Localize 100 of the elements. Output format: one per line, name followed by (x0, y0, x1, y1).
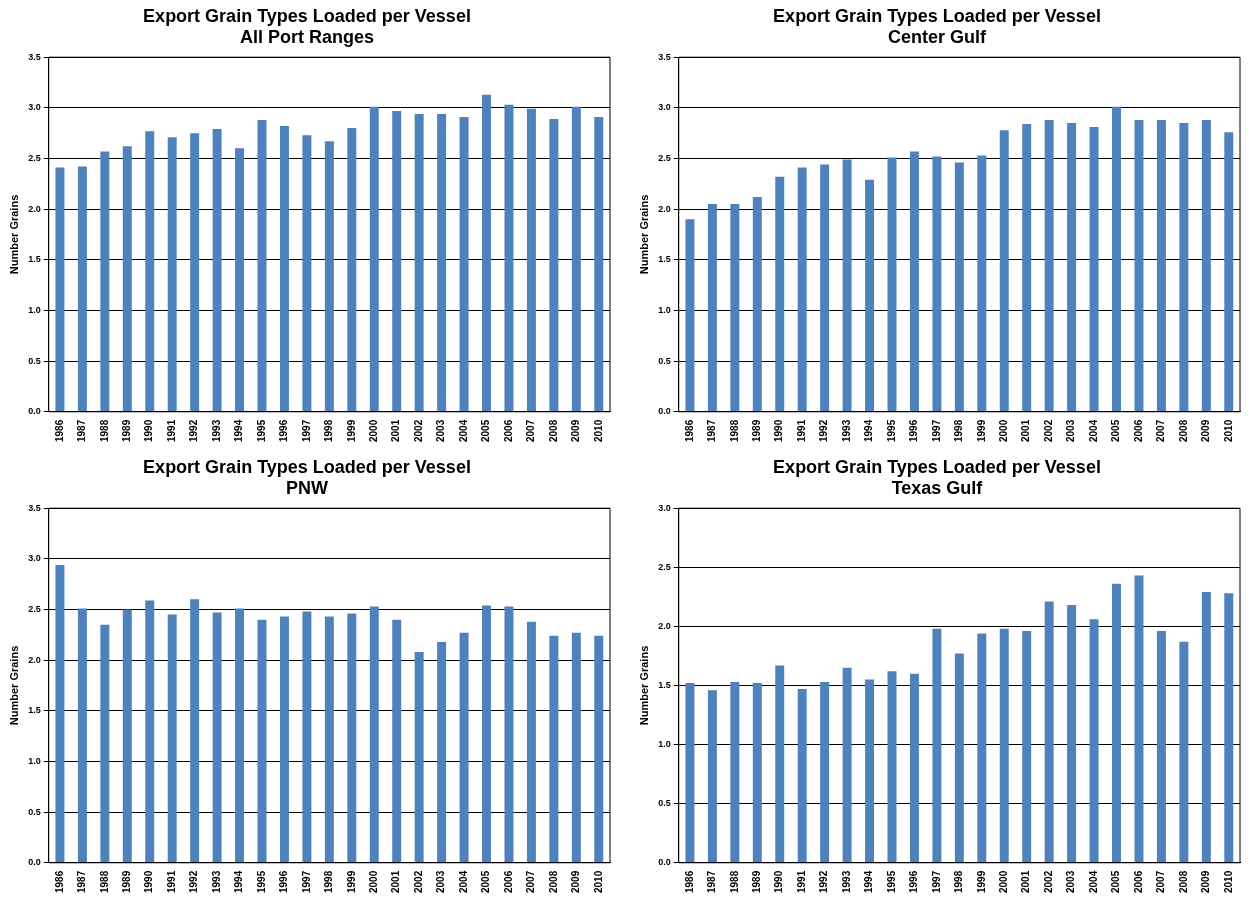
bar (167, 614, 177, 863)
x-tick-label: 2002 (1042, 419, 1054, 442)
y-tick-label: 0.0 (28, 857, 41, 868)
x-tick-label: 1989 (751, 419, 763, 442)
bar (954, 653, 964, 863)
x-tick-label: 2007 (525, 419, 537, 442)
bar (190, 599, 200, 863)
bar (77, 608, 87, 863)
bar (1067, 605, 1077, 863)
bar (999, 130, 1009, 412)
x-tick-label: 2001 (1020, 419, 1032, 442)
x-tick-label: 2000 (998, 419, 1010, 442)
y-tick-label: 0.5 (658, 355, 671, 366)
bar (459, 116, 469, 412)
bar (1156, 631, 1166, 863)
y-tick-label: 3.0 (28, 102, 41, 113)
chart-title: Export Grain Types Loaded per Vessel (773, 456, 1101, 477)
x-tick-label: 2005 (1110, 870, 1122, 893)
x-tick-label: 1993 (840, 419, 852, 442)
bar (842, 159, 852, 412)
x-tick-label: 2009 (1200, 419, 1212, 442)
y-tick-label: 1.5 (658, 679, 671, 690)
x-tick-label: 2001 (390, 419, 402, 442)
x-tick-label: 1986 (53, 419, 65, 442)
y-tick-label: 1.5 (28, 705, 41, 716)
bar (437, 641, 447, 863)
bar (865, 179, 875, 412)
x-tick-label: 2009 (1200, 870, 1212, 893)
bar (482, 94, 492, 412)
x-tick-label: 1986 (683, 870, 695, 893)
y-tick-label: 0.0 (658, 857, 671, 868)
y-tick-label: 3.5 (28, 502, 41, 513)
bar (324, 141, 334, 412)
x-tick-label: 1999 (345, 419, 357, 442)
bar (685, 683, 695, 863)
bar (932, 628, 942, 863)
bar (842, 667, 852, 863)
y-tick-label: 2.5 (658, 561, 671, 572)
y-tick-label: 1.0 (28, 755, 41, 766)
x-tick-label: 2003 (1065, 870, 1077, 893)
y-tick-label: 3.5 (658, 51, 671, 62)
bar (1179, 123, 1189, 412)
y-tick-label: 0.0 (28, 406, 41, 417)
bar (820, 681, 830, 863)
y-axis-title: Number Grains (7, 194, 20, 275)
x-tick-label: 2008 (547, 419, 559, 442)
bar (977, 633, 987, 863)
bar (549, 635, 559, 863)
bar (302, 611, 312, 863)
bar (571, 632, 581, 863)
bar (145, 131, 155, 412)
x-tick-label: 1992 (188, 419, 200, 442)
x-tick-label: 1993 (210, 870, 222, 893)
y-tick-label: 3.5 (28, 51, 41, 62)
bar (1179, 641, 1189, 863)
x-tick-label: 1995 (885, 419, 897, 442)
bar (909, 151, 919, 412)
bar (1134, 120, 1144, 412)
y-axis-title: Number Grains (637, 645, 650, 726)
x-tick-label: 1993 (210, 419, 222, 442)
bar (100, 624, 110, 863)
bar (1044, 601, 1054, 863)
x-tick-label: 2004 (1087, 419, 1099, 442)
x-tick-label: 1993 (840, 870, 852, 893)
x-tick-label: 2006 (502, 419, 514, 442)
bar (1134, 575, 1144, 863)
x-tick-label: 2002 (1042, 870, 1054, 893)
x-tick-label: 1990 (773, 419, 785, 442)
x-tick-label: 1997 (300, 870, 312, 893)
x-tick-label: 1998 (323, 870, 335, 893)
x-tick-label: 1994 (863, 870, 875, 893)
bar (347, 128, 357, 412)
bar (1044, 120, 1054, 412)
bar (1112, 583, 1122, 863)
bar (954, 162, 964, 412)
x-tick-label: 2008 (1177, 870, 1189, 893)
x-tick-label: 2004 (457, 419, 469, 442)
x-tick-label: 1988 (728, 870, 740, 893)
x-tick-label: 1990 (143, 419, 155, 442)
x-tick-label: 1995 (255, 870, 267, 893)
bar (1156, 120, 1166, 412)
x-tick-label: 2000 (368, 419, 380, 442)
bar (1089, 619, 1099, 863)
y-tick-label: 3.0 (28, 553, 41, 564)
x-tick-label: 1998 (323, 419, 335, 442)
x-tick-label: 2009 (570, 870, 582, 893)
x-tick-label: 1995 (255, 419, 267, 442)
bar (212, 129, 222, 412)
chart-subtitle: PNW (286, 478, 328, 499)
bar (459, 632, 469, 863)
bar (279, 126, 289, 412)
x-tick-label: 2006 (1132, 870, 1144, 893)
x-tick-label: 2002 (412, 419, 424, 442)
y-tick-label: 1.5 (658, 254, 671, 265)
y-tick-label: 2.5 (28, 152, 41, 163)
x-tick-label: 1991 (795, 870, 807, 893)
x-tick-label: 2010 (592, 419, 604, 442)
bar (752, 683, 762, 863)
x-tick-label: 1989 (121, 870, 133, 893)
bar (820, 164, 830, 412)
